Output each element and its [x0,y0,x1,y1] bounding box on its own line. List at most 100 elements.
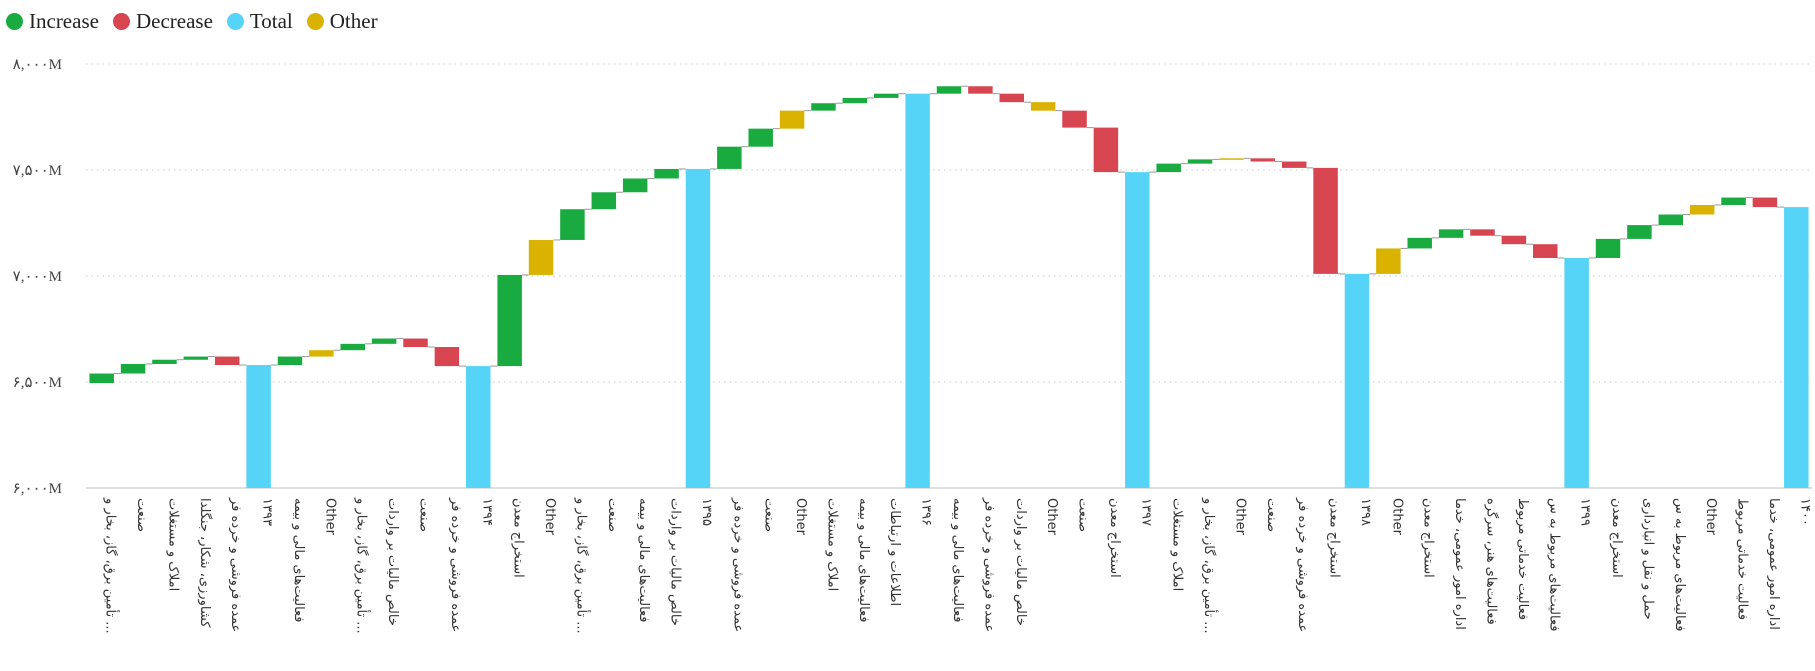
bar-decrease[interactable] [1282,162,1306,168]
bar-other[interactable] [1690,205,1714,215]
bar-increase[interactable] [497,275,521,366]
x-tick-label: ۱۳۹۴ [479,498,494,526]
bar-increase[interactable] [1188,159,1212,163]
y-tick-label: ۷,۵۰۰M [13,163,62,179]
bar-total[interactable] [1784,207,1808,488]
bar-increase[interactable] [937,86,961,93]
y-tick-label: ۶,۰۰۰M [13,481,62,497]
x-tick-label: عمده فروشی و خرده فر [981,497,996,632]
x-tick-label: املاک و مستغلات [1170,498,1185,591]
x-tick-label: ۱۴۰۰ [1797,498,1812,526]
x-tick-label: تأمین برق، گاز، بخار و ... [103,497,121,634]
x-tick-label: Other [1703,498,1718,536]
bar-increase[interactable] [748,129,772,147]
bar-increase[interactable] [1596,239,1620,258]
x-tick-label: استخراج معدن [511,498,526,578]
x-tick-label: عمده فروشی و خرده فر [448,497,463,632]
x-tick-label: فعالیت خدماتی مربوط [1735,498,1750,620]
x-tick-label: استخراج معدن [1327,498,1342,578]
x-tick-label: Other [322,498,337,536]
bar-other[interactable] [309,350,333,356]
bar-increase[interactable] [717,147,741,169]
x-tick-label: خالص مالیات بر واردات [1013,498,1028,626]
bar-decrease[interactable] [1502,236,1526,244]
bar-increase[interactable] [560,209,584,240]
bar-other[interactable] [780,111,804,129]
bar-increase[interactable] [184,357,208,360]
bar-increase[interactable] [592,192,616,209]
x-tick-label: فعالیت‌های مالی و بیمه [950,498,965,623]
bar-increase[interactable] [623,178,647,192]
bar-total[interactable] [466,366,490,488]
bar-increase[interactable] [1627,225,1651,239]
bar-total[interactable] [246,365,270,488]
x-tick-label: Other [1232,498,1247,536]
bar-decrease[interactable] [403,339,427,347]
x-tick-label: خالص مالیات بر واردات [668,498,683,626]
bar-total[interactable] [1564,258,1588,488]
bar-total[interactable] [686,169,710,488]
bar-decrease[interactable] [1251,158,1275,161]
x-tick-label: صنعت [605,498,620,532]
x-tick-label: فعالیت‌های مالی و بیمه [636,498,651,623]
bar-decrease[interactable] [1533,244,1557,258]
x-tick-label: اطلاعات و ارتباطات [887,498,902,606]
bar-decrease[interactable] [1062,111,1086,128]
bar-increase[interactable] [1659,215,1683,226]
x-axis: تأمین برق، گاز، بخار و ... صنعت املاک و مس… [103,497,1813,634]
x-tick-label: عمده فروشی و خرده فر [228,497,243,632]
y-tick-label: ۷,۰۰۰M [13,269,62,285]
bar-other[interactable] [529,240,553,275]
bar-other[interactable] [1219,158,1243,160]
bar-increase[interactable] [1156,164,1180,172]
bar-increase[interactable] [278,357,302,365]
x-tick-label: صنعت [762,498,777,532]
bar-other[interactable] [1031,102,1055,110]
bar-decrease[interactable] [1313,168,1337,274]
bar-increase[interactable] [152,360,176,364]
x-tick-label: فعالیت‌های مربوط به س [1546,498,1561,631]
x-tick-label: فعالیت خدماتی مربوط [1515,498,1530,620]
x-tick-label: استخراج معدن [1107,498,1122,578]
bar-increase[interactable] [372,339,396,344]
x-tick-label: املاک و مستغلات [824,498,839,591]
bar-decrease[interactable] [1000,94,1024,102]
x-tick-label: صنعت [417,498,432,532]
bar-increase[interactable] [1407,238,1431,249]
bar-total[interactable] [905,94,929,488]
bar-decrease[interactable] [435,347,459,366]
bar-increase[interactable] [89,374,113,384]
bar-total[interactable] [1125,172,1149,488]
x-tick-label: ۱۳۹۶ [919,498,934,526]
x-tick-label: کشاورزی، شکار، جنگلدا [197,498,213,628]
bar-increase[interactable] [843,98,867,103]
x-tick-label: استخراج معدن [1609,498,1624,578]
x-tick-label: Other [542,498,557,536]
bar-increase[interactable] [341,344,365,350]
bar-other[interactable] [1376,248,1400,273]
bar-increase[interactable] [121,364,145,374]
x-tick-label: فعالیت‌های مالی و بیمه [291,498,306,623]
bar-decrease[interactable] [1470,229,1494,235]
y-tick-label: ۸,۰۰۰M [13,57,62,73]
bar-increase[interactable] [1439,229,1463,237]
x-tick-label: فعالیت‌های هنر، سرگره [1483,498,1499,625]
bar-decrease[interactable] [1753,198,1777,208]
x-tick-label: عمده فروشی و خرده فر [730,497,745,632]
x-tick-label: استخراج معدن [1421,498,1436,578]
bar-total[interactable] [1345,274,1369,488]
bar-increase[interactable] [1721,198,1745,205]
x-tick-label: فعالیت‌های مالی و بیمه [856,498,871,623]
bar-increase[interactable] [811,103,835,110]
bar-decrease[interactable] [968,86,992,93]
x-tick-label: ۱۳۹۵ [699,498,714,526]
x-tick-label: صنعت [1264,498,1279,532]
x-tick-label: فعالیت‌های مربوط به س [1672,498,1687,631]
y-axis: ۶,۰۰۰M ۶,۵۰۰M ۷,۰۰۰M ۷,۵۰۰M ۸,۰۰۰M [13,57,62,497]
bars [89,86,1808,488]
bar-decrease[interactable] [215,357,239,365]
bar-increase[interactable] [654,169,678,179]
x-tick-label: خالص مالیات بر واردات [385,498,400,626]
bar-increase[interactable] [874,94,898,98]
bar-decrease[interactable] [1094,128,1118,173]
